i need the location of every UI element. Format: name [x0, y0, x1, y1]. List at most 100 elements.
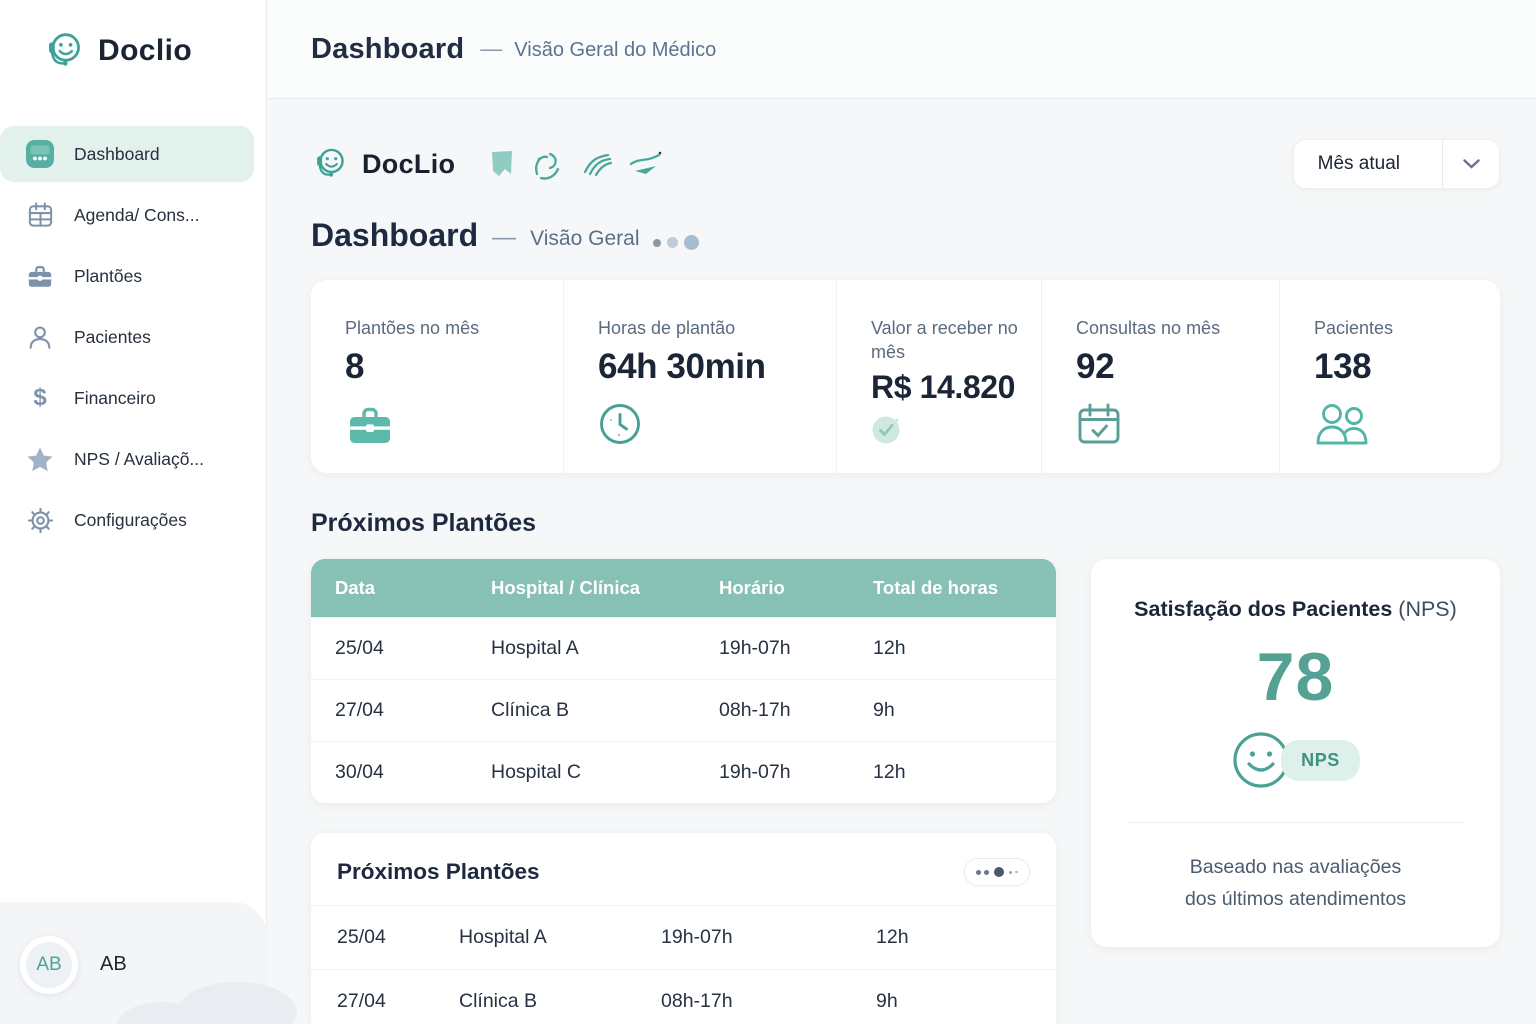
cell-hospital: Clínica B	[459, 990, 538, 1012]
sidebar-user-panel	[0, 902, 297, 1024]
sidebar-item-dashboard[interactable]: Dashboard	[0, 126, 254, 182]
nps-badge: NPS	[1281, 739, 1360, 781]
nps-card-title-suffix: (NPS)	[1398, 597, 1457, 621]
check-circle-icon	[871, 414, 1033, 451]
title-separator: —	[480, 36, 503, 61]
sidebar-item-nps[interactable]: NPS / Avaliaçõ...	[0, 431, 254, 487]
stat-label: Pacientes	[1314, 318, 1394, 338]
sidebar-item-label: Configurações	[74, 509, 187, 530]
divider	[1127, 822, 1464, 823]
nps-description-line2: dos últimos atendimentos	[1184, 888, 1407, 911]
cell-data: 27/04	[337, 990, 386, 1012]
nps-description-line1: Baseado nas avaliações	[1189, 856, 1402, 878]
cell-horario: 08h-17h	[661, 990, 733, 1012]
sidebar-item-label: NPS / Avaliaçõ...	[74, 448, 205, 469]
content-heading-subtitle: Visão Geral	[530, 227, 640, 250]
nps-score: 78	[1256, 639, 1335, 715]
table-row: 27/04 Clínica B 08h-17h 9h	[311, 679, 1056, 741]
sidebar-item-plantoes[interactable]: Plantões	[0, 248, 254, 304]
clock-icon	[598, 402, 828, 451]
stat-value: 138	[1314, 347, 1372, 387]
divider	[1442, 140, 1443, 188]
cell-horario: 08h-17h	[719, 699, 791, 721]
carousel-dots-button[interactable]	[964, 858, 1030, 886]
nps-card: Satisfação dos Pacientes (NPS) 78 NPS Ba…	[1091, 559, 1500, 948]
sidebar-item-label: Dashboard	[74, 143, 160, 164]
table-row: 30/04 Hospital C 19h-07h 12h	[311, 741, 1056, 803]
waves-glyph-icon	[584, 153, 613, 177]
cell-hospital: Hospital C	[491, 761, 581, 783]
stat-horas-de-plantao: Horas de plantão 64h 30min	[563, 280, 836, 473]
cell-horario: 19h-07h	[719, 761, 791, 783]
gear-icon	[24, 507, 56, 534]
main-content: DocLio Mês atual	[268, 99, 1536, 1024]
chevron-down-icon	[1443, 159, 1499, 169]
list-row: 27/04 Clínica B 08h-17h 9h	[311, 969, 1056, 1024]
sidebar-nav: Dashboard Agenda/ Cons...	[0, 126, 266, 548]
sidebar-item-agenda[interactable]: Agenda/ Cons...	[0, 187, 254, 243]
avatar[interactable]: AB	[20, 936, 78, 994]
stat-pacientes: Pacientes 138	[1279, 280, 1500, 473]
column-header: Data	[335, 577, 376, 598]
briefcase-icon	[345, 404, 555, 451]
cell-hospital: Hospital A	[459, 926, 547, 948]
cell-data: 25/04	[337, 926, 386, 948]
sidebar-item-label: Financeiro	[74, 387, 156, 408]
cell-hospital: Clínica B	[491, 699, 570, 721]
stats-row: Plantões no mês 8 Horas de plantão 64h 3…	[311, 280, 1500, 473]
content-heading-title: Dashboard	[311, 217, 479, 253]
flag-glyph-icon	[492, 151, 513, 176]
star-icon	[24, 446, 56, 473]
stat-label: Horas de plantão	[598, 318, 736, 338]
shifts-table: Data Hospital / Clínica Horário Total de…	[311, 559, 1056, 803]
cell-horario: 19h-07h	[719, 637, 791, 659]
stat-value: R$ 14.820	[871, 368, 1016, 405]
period-selected-value: Mês atual	[1317, 153, 1400, 174]
person-icon	[24, 323, 56, 351]
column-header: Total de horas	[873, 577, 999, 598]
sidebar-item-label: Agenda/ Cons...	[74, 204, 200, 225]
decorative-cloud	[117, 1002, 207, 1024]
cell-data: 27/04	[335, 699, 384, 721]
cell-total-horas: 12h	[873, 761, 906, 783]
table-row: 25/04 Hospital A 19h-07h 12h	[311, 617, 1056, 679]
sidebar-item-configuracoes[interactable]: Configurações	[0, 492, 254, 548]
user-name: AB	[100, 953, 127, 975]
stat-label: Consultas no mês	[1076, 318, 1221, 338]
app-logo-text: Doclio	[98, 34, 193, 67]
stat-valor-a-receber: Valor a receber no mês R$ 14.820	[836, 280, 1041, 473]
sidebar-item-label: Plantões	[74, 265, 143, 286]
decorative-glyphs	[489, 146, 663, 182]
calendar-check-icon	[1076, 402, 1271, 451]
list-row: 25/04 Hospital A 19h-07h 12h	[311, 905, 1056, 969]
calendar-icon	[24, 201, 56, 229]
cell-total-horas: 9h	[876, 990, 898, 1012]
column-header: Horário	[719, 577, 785, 598]
page-subtitle: Visão Geral do Médico	[514, 39, 717, 61]
sidebar-item-financeiro[interactable]: $ Financeiro	[0, 370, 254, 426]
cell-data: 25/04	[335, 637, 384, 659]
briefcase-icon	[24, 263, 56, 290]
stat-plantoes-no-mes: Plantões no mês 8	[311, 280, 563, 473]
section-title-proximos-plantoes: Próximos Plantões	[311, 509, 537, 537]
content-heading: Dashboard — Visão Geral	[311, 217, 1500, 254]
cell-total-horas: 9h	[873, 699, 895, 721]
cell-total-horas: 12h	[873, 637, 906, 659]
list-card-title: Próximos Plantões	[337, 859, 540, 884]
avatar-initials: AB	[36, 954, 62, 975]
content-brand: DocLio	[311, 144, 455, 184]
heading-separator: —	[492, 223, 517, 251]
sidebar: Doclio Dashboard	[0, 0, 297, 1024]
people-icon	[1314, 402, 1492, 451]
top-bar: Dashboard — Visão Geral do Médico	[268, 0, 1536, 99]
nps-card-title: Satisfação dos Pacientes	[1134, 597, 1393, 621]
page-title: Dashboard	[311, 32, 465, 65]
dashboard-icon	[24, 139, 56, 169]
table-header-row: Data Hospital / Clínica Horário Total de…	[311, 559, 1056, 617]
column-header: Hospital / Clínica	[491, 577, 641, 598]
cell-total-horas: 12h	[876, 926, 909, 948]
stat-value: 92	[1076, 347, 1115, 387]
content-header: DocLio Mês atual	[311, 139, 1500, 189]
period-selector[interactable]: Mês atual	[1292, 139, 1500, 189]
sidebar-item-pacientes[interactable]: Pacientes	[0, 309, 254, 365]
